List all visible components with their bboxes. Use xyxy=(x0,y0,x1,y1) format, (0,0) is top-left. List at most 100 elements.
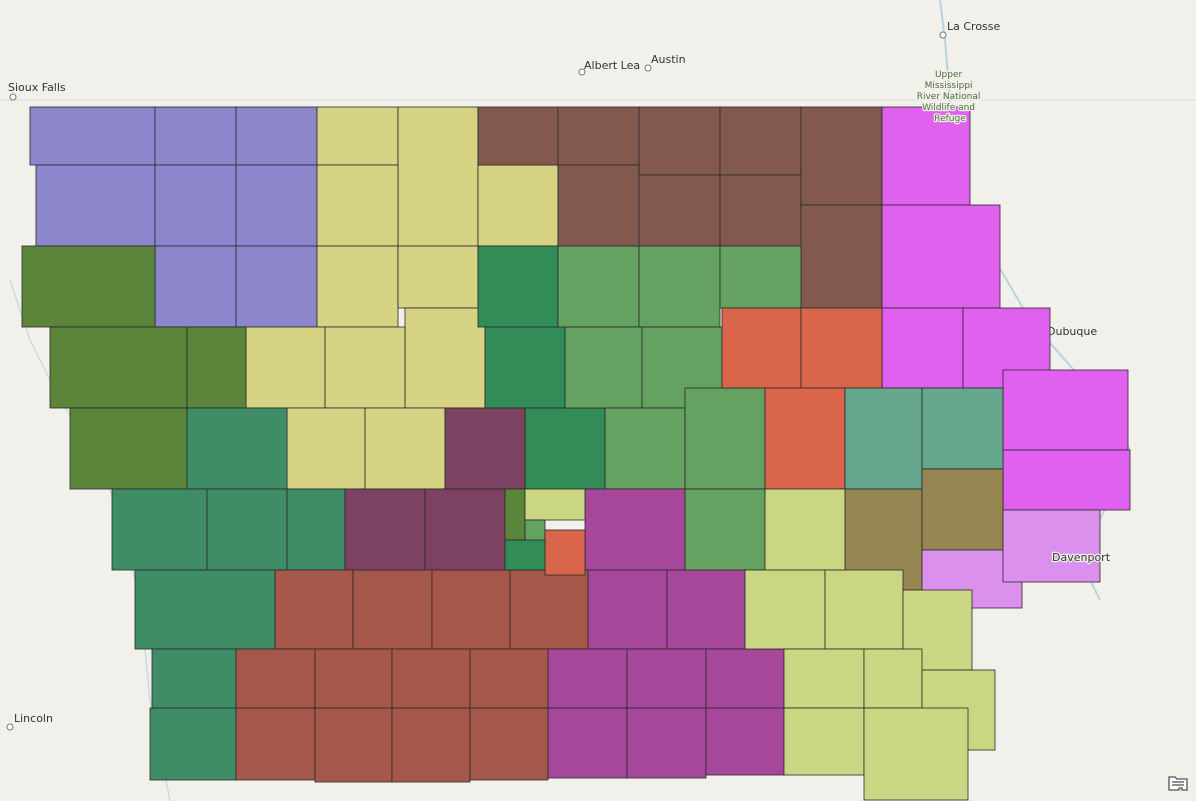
county-medium-green[interactable] xyxy=(604,407,686,490)
county-yellow[interactable] xyxy=(316,245,399,328)
county-sea-green[interactable] xyxy=(206,488,288,571)
county-brown[interactable] xyxy=(719,174,802,247)
county-brown[interactable] xyxy=(638,106,721,176)
county-lime[interactable] xyxy=(524,488,586,521)
county-west-green[interactable] xyxy=(69,407,188,490)
county-lime[interactable] xyxy=(863,648,923,709)
county-red-brown[interactable] xyxy=(391,707,471,783)
county-red-brown[interactable] xyxy=(274,569,354,650)
county-purple[interactable] xyxy=(154,245,237,328)
county-violet[interactable] xyxy=(705,707,785,776)
county-lime[interactable] xyxy=(764,488,846,571)
county-brown[interactable] xyxy=(477,106,559,166)
county-violet[interactable] xyxy=(587,569,668,650)
county-olive[interactable] xyxy=(921,468,1004,551)
county-plum[interactable] xyxy=(424,488,506,571)
county-medium-green[interactable] xyxy=(564,326,643,409)
county-dark-green[interactable] xyxy=(524,407,606,490)
county-yellow[interactable] xyxy=(324,326,406,409)
county-yellow[interactable] xyxy=(286,407,366,490)
county-violet[interactable] xyxy=(547,707,628,779)
county-sea-green[interactable] xyxy=(151,648,237,709)
county-sea-green[interactable] xyxy=(149,707,237,781)
county-light-pink[interactable] xyxy=(1002,509,1101,583)
county-orange[interactable] xyxy=(721,307,802,389)
county-red-brown[interactable] xyxy=(509,569,589,650)
county-lime[interactable] xyxy=(783,707,865,776)
county-magenta[interactable] xyxy=(1002,369,1129,451)
county-sea-green[interactable] xyxy=(186,407,288,490)
county-red-brown[interactable] xyxy=(391,648,471,709)
county-violet[interactable] xyxy=(666,569,746,650)
county-purple[interactable] xyxy=(235,164,318,247)
county-lime[interactable] xyxy=(744,569,826,650)
county-west-green[interactable] xyxy=(49,326,188,409)
county-dark-green[interactable] xyxy=(484,326,566,409)
county-brown[interactable] xyxy=(800,106,883,206)
county-yellow[interactable] xyxy=(316,164,399,247)
county-medium-green[interactable] xyxy=(684,488,766,571)
county-red-brown[interactable] xyxy=(314,707,393,783)
county-violet[interactable] xyxy=(705,648,785,709)
county-dark-green[interactable] xyxy=(504,539,546,571)
county-red-brown[interactable] xyxy=(469,648,549,709)
county-purple[interactable] xyxy=(154,106,237,166)
county-yellow[interactable] xyxy=(477,164,559,247)
county-dark-green[interactable] xyxy=(477,245,559,328)
county-magenta[interactable] xyxy=(881,204,1001,309)
county-sea-green[interactable] xyxy=(134,569,276,650)
county-violet[interactable] xyxy=(626,707,707,779)
county-lime[interactable] xyxy=(824,569,904,650)
county-sea-green[interactable] xyxy=(286,488,346,571)
county-west-green[interactable] xyxy=(21,245,156,328)
county-plum[interactable] xyxy=(444,407,526,490)
county-red-brown[interactable] xyxy=(235,648,316,709)
county-lime[interactable] xyxy=(783,648,865,709)
county-red-brown[interactable] xyxy=(352,569,433,650)
county-brown[interactable] xyxy=(557,106,640,166)
county-red-brown[interactable] xyxy=(469,707,549,781)
county-magenta[interactable] xyxy=(1002,449,1131,511)
county-yellow[interactable] xyxy=(397,245,479,309)
county-teal[interactable] xyxy=(844,387,923,490)
county-violet[interactable] xyxy=(584,488,686,571)
county-purple[interactable] xyxy=(235,245,318,328)
county-red-brown[interactable] xyxy=(235,707,316,781)
county-red-brown[interactable] xyxy=(314,648,393,709)
county-purple[interactable] xyxy=(35,164,156,247)
county-orange[interactable] xyxy=(544,529,586,576)
county-brown[interactable] xyxy=(719,106,802,176)
county-purple[interactable] xyxy=(154,164,237,247)
county-orange[interactable] xyxy=(800,307,883,389)
county-magenta[interactable] xyxy=(881,106,971,206)
county-west-green[interactable] xyxy=(186,326,247,409)
county-yellow[interactable] xyxy=(245,326,326,409)
county-medium-green[interactable] xyxy=(684,387,766,490)
county-yellow[interactable] xyxy=(364,407,446,490)
county-medium-green[interactable] xyxy=(719,245,802,309)
county-yellow[interactable] xyxy=(397,106,479,247)
county-medium-green[interactable] xyxy=(557,245,640,328)
county-brown[interactable] xyxy=(800,204,883,309)
county-purple[interactable] xyxy=(235,106,318,166)
county-west-green[interactable] xyxy=(504,488,526,541)
county-violet[interactable] xyxy=(626,648,707,709)
county-orange[interactable] xyxy=(764,387,846,490)
county-yellow[interactable] xyxy=(404,307,486,409)
legend-button[interactable] xyxy=(1167,773,1189,793)
county-purple[interactable] xyxy=(29,106,156,166)
county-lime[interactable] xyxy=(863,707,969,801)
county-violet[interactable] xyxy=(547,648,628,709)
county-brown[interactable] xyxy=(638,174,721,247)
county-medium-green[interactable] xyxy=(638,245,721,328)
county-brown[interactable] xyxy=(557,164,640,247)
county-magenta[interactable] xyxy=(881,307,964,389)
county-plum[interactable] xyxy=(344,488,426,571)
county-layer[interactable] xyxy=(21,106,1131,801)
county-sea-green[interactable] xyxy=(111,488,208,571)
county-yellow[interactable] xyxy=(316,106,399,166)
county-teal[interactable] xyxy=(921,387,1004,470)
county-red-brown[interactable] xyxy=(431,569,511,650)
